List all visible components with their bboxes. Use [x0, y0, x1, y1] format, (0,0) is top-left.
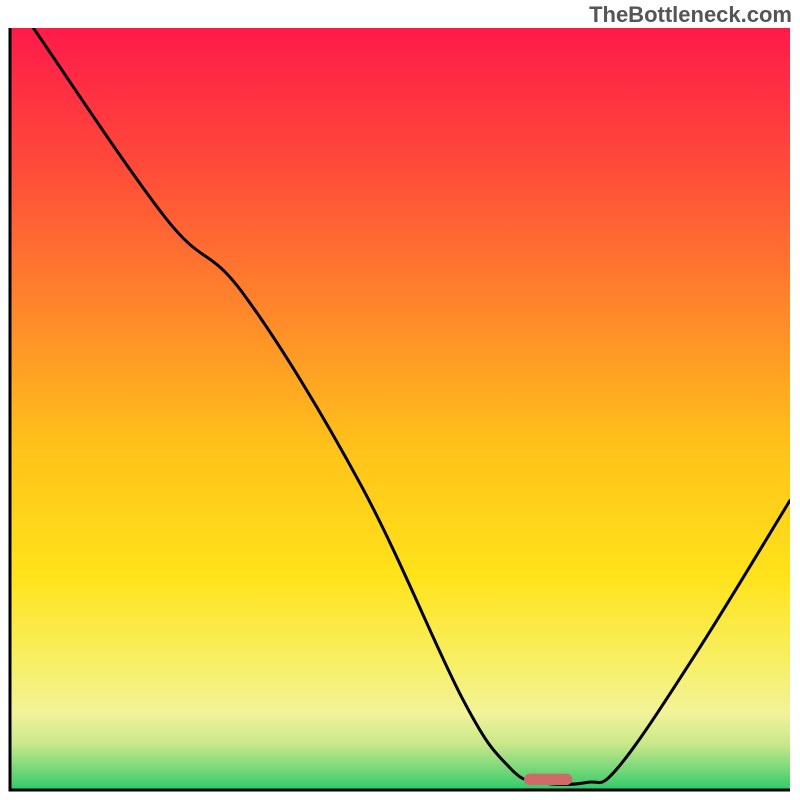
- watermark-text: TheBottleneck.com: [589, 2, 792, 28]
- bottleneck-chart: [0, 0, 800, 800]
- gradient-background: [10, 28, 790, 790]
- chart-root: TheBottleneck.com: [0, 0, 800, 800]
- optimal-marker: [524, 774, 572, 785]
